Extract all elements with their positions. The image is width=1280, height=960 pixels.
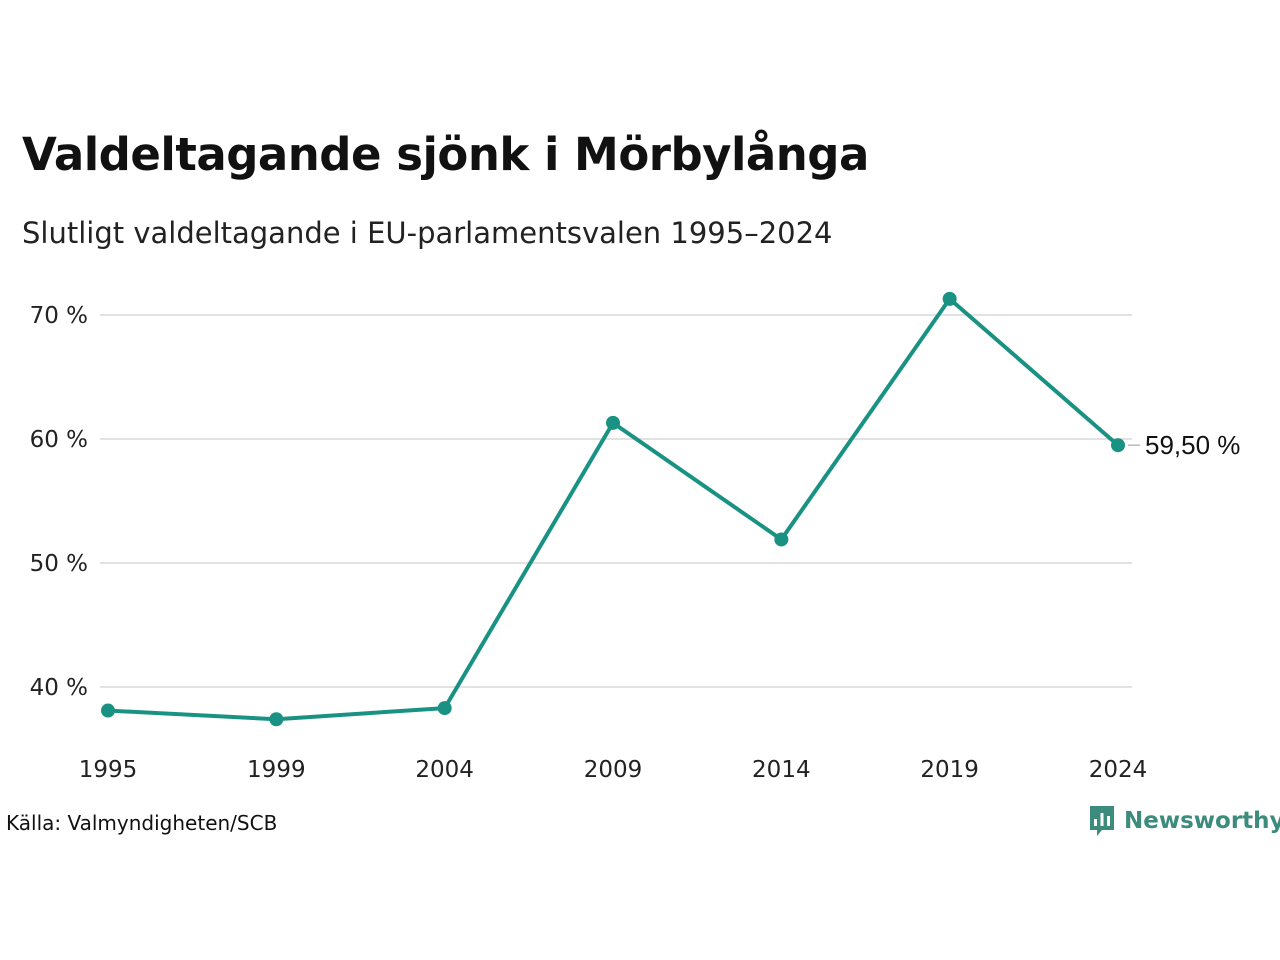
x-tick-label: 2009: [584, 757, 643, 783]
x-axis: 1995 1999 2004 2009 2014 2019 2024: [79, 757, 1148, 783]
chart-title: Valdeltagande sjönk i Mörbylånga: [22, 128, 869, 181]
x-tick-label: 2004: [415, 757, 474, 783]
source-note: Källa: Valmyndigheten/SCB: [6, 811, 278, 835]
end-label-group: 59,50 %: [1128, 430, 1240, 460]
x-tick-label: 1995: [79, 757, 138, 783]
brand: Newsworthy: [1088, 804, 1280, 838]
line-chart: 40 % 50 % 60 % 70 % 1995 1999 2004 2009 2014 201…: [30, 291, 1240, 783]
y-axis: 40 % 50 % 60 % 70 %: [30, 303, 88, 701]
x-tick-label: 2024: [1089, 757, 1148, 783]
y-tick-label: 40 %: [30, 675, 88, 701]
data-point: [1111, 438, 1125, 453]
newsworthy-logo-icon: [1090, 806, 1114, 836]
data-point: [269, 712, 284, 727]
x-tick-label: 2019: [920, 757, 979, 783]
data-point: [774, 532, 789, 547]
gridlines: [100, 314, 1132, 688]
x-tick-label: 1999: [247, 757, 306, 783]
series-path: [106, 296, 1120, 722]
y-tick-label: 70 %: [30, 303, 88, 329]
brand-name: Newsworthy: [1124, 808, 1280, 834]
end-value-label: 59,50 %: [1145, 430, 1240, 460]
data-point: [437, 701, 452, 716]
data-points: [101, 291, 1125, 727]
y-tick-label: 50 %: [30, 551, 88, 577]
series-line: [106, 296, 1120, 722]
data-point: [942, 291, 957, 306]
x-tick-label: 2014: [752, 757, 811, 783]
data-point: [606, 415, 620, 430]
data-point: [101, 703, 115, 718]
y-tick-label: 60 %: [30, 427, 88, 453]
chart-subtitle: Slutligt valdeltagande i EU-parlamentsva…: [22, 216, 833, 250]
